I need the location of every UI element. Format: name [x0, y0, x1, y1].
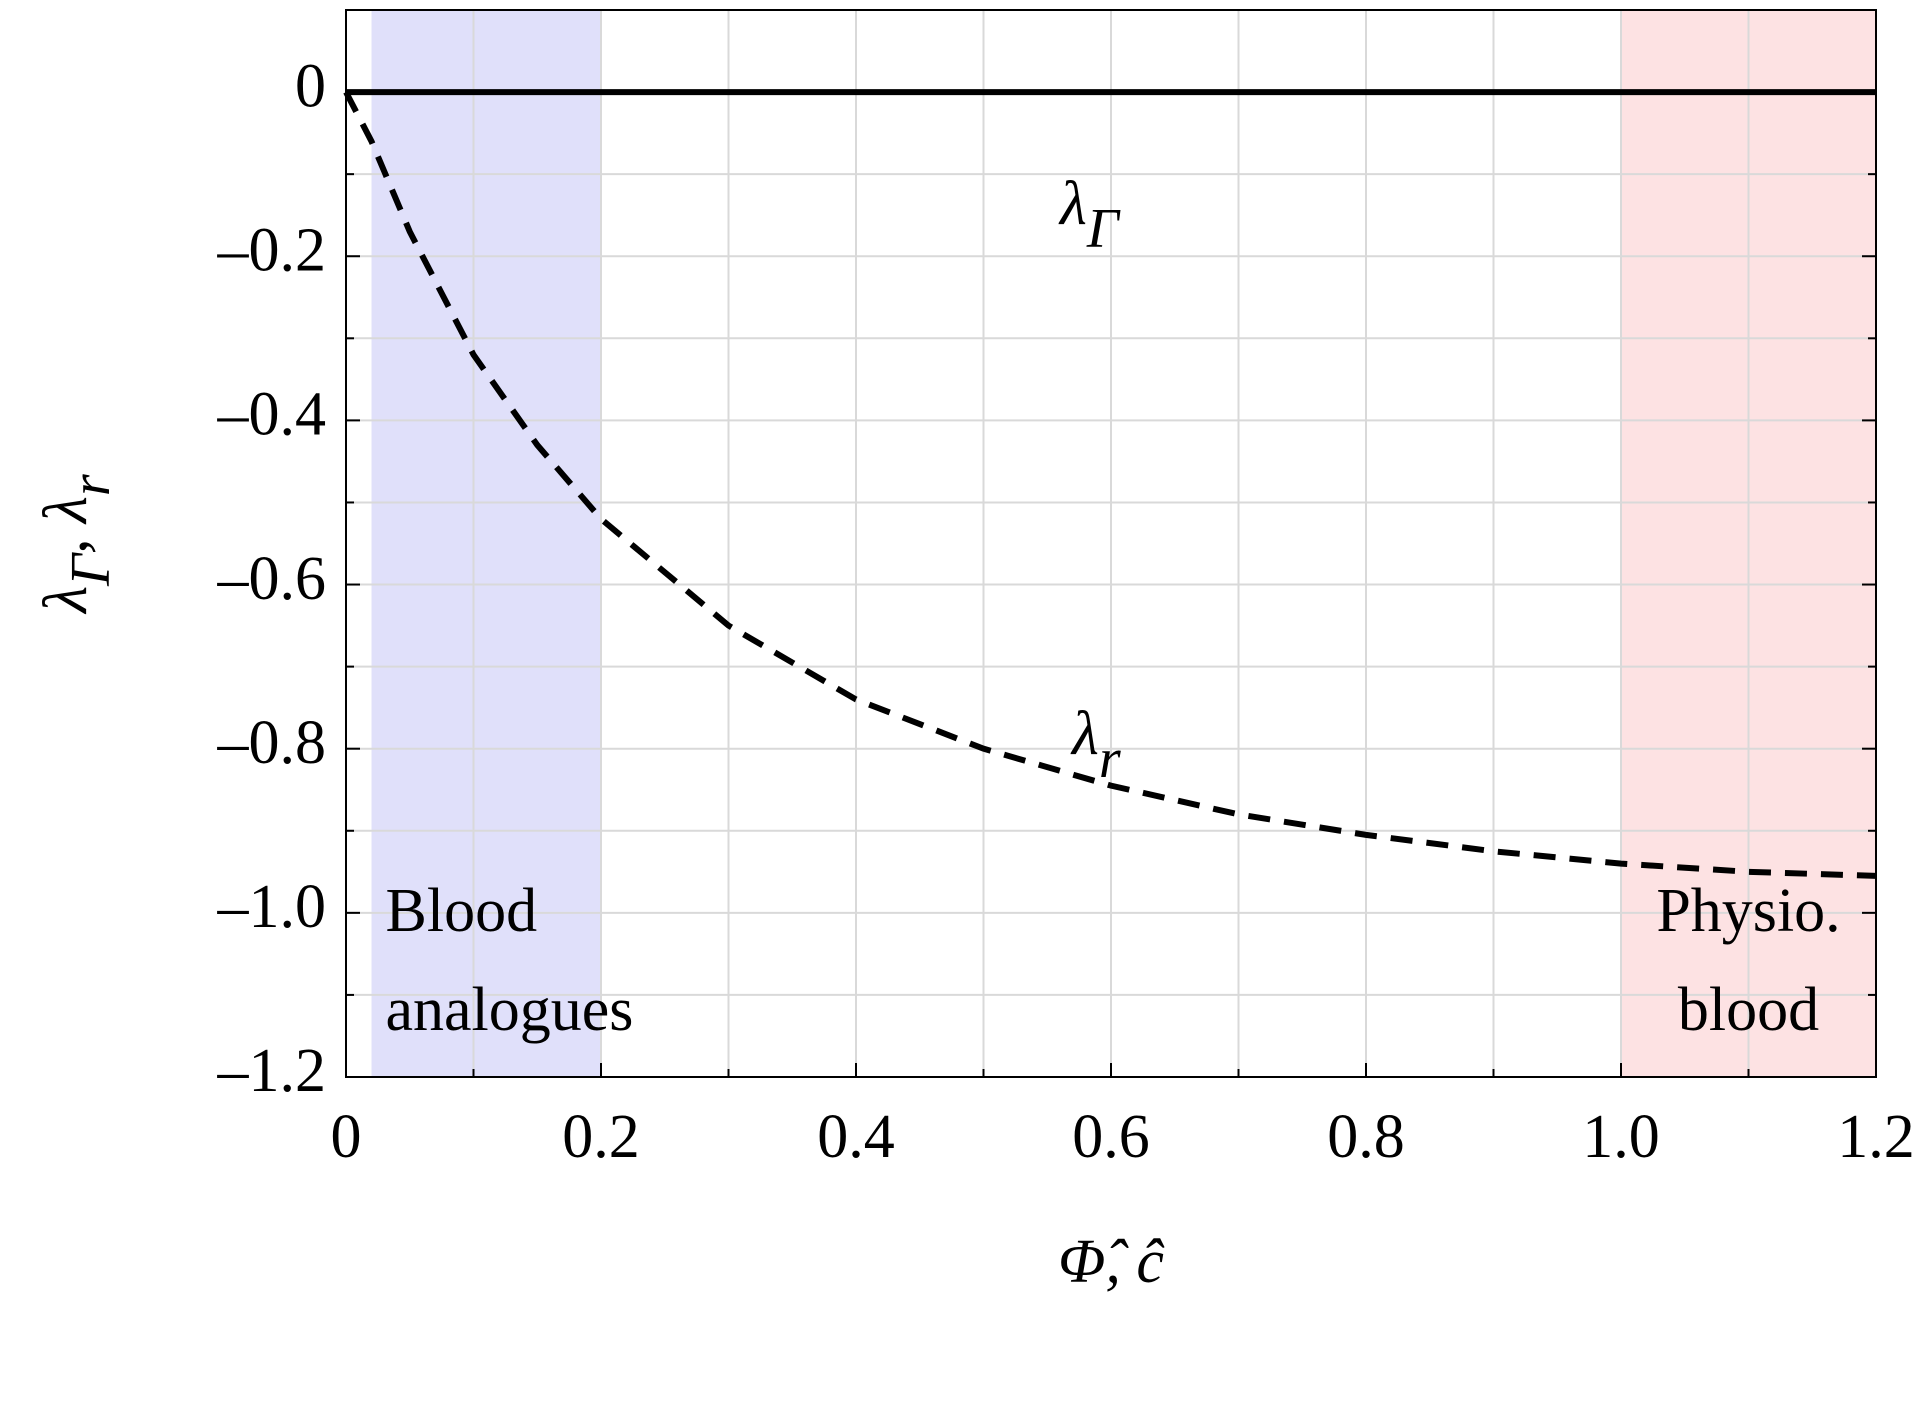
y-label-subscript: Γ — [60, 552, 122, 587]
y-label-part: λ — [32, 586, 100, 615]
shaded-region — [371, 10, 601, 1077]
series-name: λ — [1070, 700, 1099, 768]
series-label: λr — [1070, 700, 1121, 790]
y-axis-label: λΓ, λr — [32, 474, 122, 615]
x-tick-label: 0 — [331, 1103, 362, 1171]
x-tick-label: 0.4 — [817, 1103, 895, 1171]
series-subscript: r — [1099, 728, 1121, 790]
series-name: λ — [1058, 170, 1087, 238]
y-tick-label: –0.2 — [217, 216, 327, 284]
region-label: analogues — [386, 976, 634, 1044]
region-label: Physio. — [1656, 877, 1840, 945]
series-line — [343, 90, 1877, 879]
plot-frame — [345, 9, 1877, 1078]
region-label: Blood — [386, 877, 538, 945]
y-tick-label: 0 — [295, 52, 326, 120]
y-tick-label: –0.6 — [217, 545, 327, 613]
y-tick-label: –1.0 — [217, 873, 327, 941]
region-label: blood — [1678, 976, 1819, 1044]
y-label-part: , λ — [32, 496, 100, 554]
x-tick-label: 1.2 — [1837, 1103, 1915, 1171]
y-label-subscript: r — [60, 474, 122, 496]
x-tick-label: 0.2 — [562, 1103, 640, 1171]
x-axis-label: Φ̂, ĉ — [1058, 1228, 1164, 1296]
series-label: λΓ — [1058, 170, 1121, 260]
y-tick-label: –0.8 — [217, 709, 327, 777]
x-tick-label: 0.8 — [1327, 1103, 1405, 1171]
x-tick-label: 1.0 — [1582, 1103, 1660, 1171]
y-tick-label: –0.4 — [217, 381, 327, 449]
x-tick-label: 0.6 — [1072, 1103, 1150, 1171]
y-tick-label: –1.2 — [217, 1037, 327, 1105]
series-subscript: Γ — [1086, 198, 1121, 260]
